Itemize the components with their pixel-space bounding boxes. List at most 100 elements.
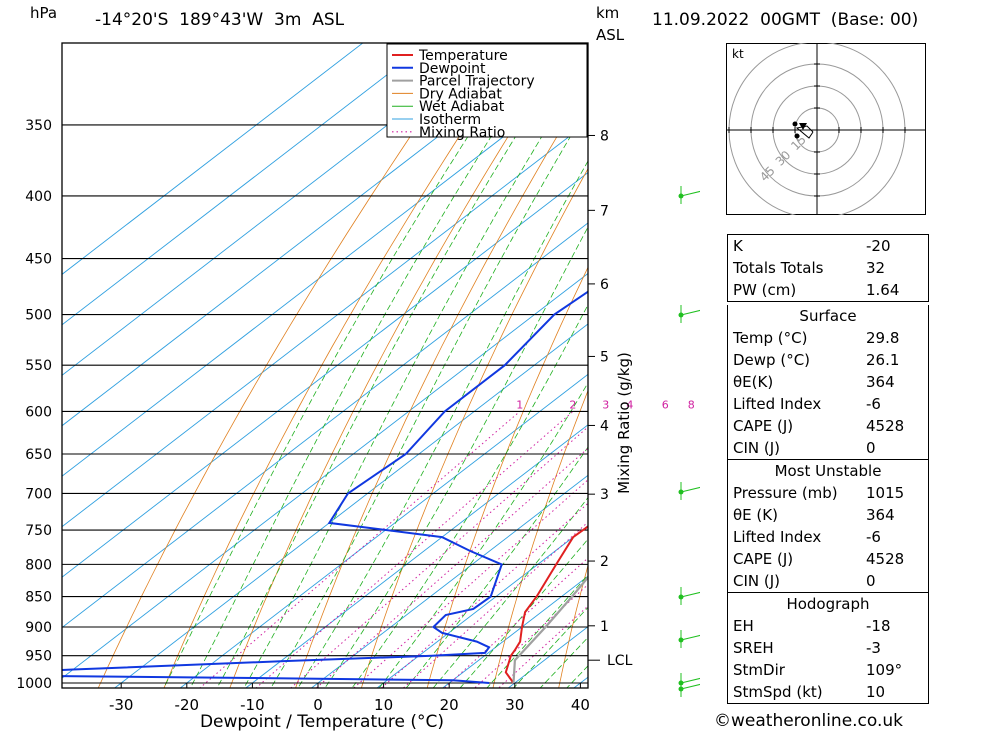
pressure-tick-label: 900 — [25, 620, 52, 636]
table-section-title: Hodograph — [786, 595, 870, 613]
pressure-tick-label: 1000 — [16, 676, 52, 692]
stat-label: Totals Totals — [733, 259, 824, 277]
wind-barbs — [678, 186, 700, 697]
wind-dot — [678, 594, 684, 600]
hodograph-trace — [795, 125, 814, 139]
wind-dot — [678, 489, 684, 495]
x-tick-label: 20 — [440, 696, 459, 714]
isotherm-line — [62, 272, 588, 679]
wind-barb — [680, 190, 700, 197]
lcl-label: LCL — [607, 653, 633, 669]
pressure-unit-label: hPa — [30, 4, 58, 22]
stat-label: Lifted Index — [733, 528, 822, 546]
isotherm-line — [62, 43, 364, 275]
mixing-ratio-line — [255, 411, 574, 688]
stat-row: Pressure (mb) 1015 — [728, 482, 928, 504]
copyright-footer: ©weatheronline.co.uk — [714, 711, 904, 731]
wet-adiabat-line — [189, 43, 552, 688]
stat-label: Dewp (°C) — [733, 351, 811, 369]
wet-adiabat-line — [297, 160, 588, 688]
hodograph-table: Hodograph EH -18 SREH -3 StmDir 109° StmSpd (kt… — [727, 593, 929, 704]
km-tick-label: 7 — [600, 203, 609, 219]
mixing-ratio-line — [443, 557, 588, 688]
legend-entry: Isotherm — [419, 112, 481, 128]
mixing-ratio-tick-label: 8 — [688, 398, 695, 411]
stat-row: Totals Totals 32 — [728, 257, 928, 279]
x-tick-label: -10 — [240, 696, 265, 714]
x-tick-label: -30 — [109, 696, 134, 714]
dry-adiabat-line — [688, 6, 700, 709]
dry-adiabat-line — [229, 43, 568, 688]
wind-barb — [680, 486, 700, 493]
stat-value: -6 — [866, 528, 881, 546]
km-tick-label: 2 — [600, 554, 609, 570]
stat-label: EH — [733, 617, 754, 635]
mixing-ratio-line — [315, 447, 588, 688]
pressure-tick-label: 700 — [25, 486, 52, 502]
pressure-tick-label: 950 — [25, 649, 52, 665]
series-parcel-trajectory — [512, 575, 588, 684]
wet-adiabat-line — [243, 60, 588, 688]
axes: 3504004505005506006507007508008509009501… — [16, 118, 632, 714]
series-temperature — [504, 525, 588, 684]
stat-label: CIN (J) — [733, 572, 781, 590]
isotherm-line — [245, 424, 588, 688]
stat-row: StmDir 109° — [728, 659, 928, 681]
stat-row: K -20 — [728, 235, 928, 257]
stat-value: 4528 — [866, 550, 905, 568]
surface-table: Surface Temp (°C) 29.8 Dewp (°C) 26.1 θE(K) 36… — [727, 305, 929, 460]
isotherm-line — [62, 171, 588, 578]
isotherm-line — [62, 121, 588, 528]
stat-row: CIN (J) 0 — [728, 437, 928, 459]
dry-adiabat-line — [492, 389, 588, 688]
wind-dot — [678, 312, 684, 318]
mixing-ratio-line — [380, 502, 588, 688]
isobars — [62, 124, 588, 684]
km-tick-label: 6 — [600, 277, 609, 293]
stat-label: Lifted Index — [733, 395, 822, 413]
wind-dot — [678, 686, 684, 692]
stat-value: 109° — [866, 661, 903, 679]
wet-adiabat-line — [270, 106, 588, 688]
stat-row: Lifted Index -6 — [728, 393, 928, 415]
mixing-ratio-line — [402, 521, 588, 688]
pressure-tick-label: 550 — [25, 358, 52, 374]
mixing-ratio-tick-label: 4 — [626, 398, 633, 411]
indices-table: K -20 Totals Totals 32 PW (cm) 1.64 — [727, 234, 929, 302]
x-tick-label: 10 — [374, 696, 393, 714]
wind-barb — [680, 591, 700, 598]
dry-adiabat-line — [97, 43, 475, 688]
km-label: km — [596, 4, 620, 22]
mixing-ratio-line — [473, 583, 588, 688]
mixing-ratio-line — [290, 426, 588, 688]
stat-value: 364 — [866, 506, 895, 524]
pressure-tick-label: 800 — [25, 557, 52, 573]
x-tick-label: 30 — [505, 696, 524, 714]
legend-entry: Parcel Trajectory — [419, 74, 535, 90]
isotherm-line — [310, 474, 588, 688]
x-tick-label: -20 — [175, 696, 200, 714]
mixing-ratio-tick-label: 1 — [516, 398, 523, 411]
dry-adiabat-line — [360, 167, 588, 688]
legend-box — [386, 43, 588, 138]
stat-value: 1015 — [866, 484, 905, 502]
stat-label: CIN (J) — [733, 439, 781, 457]
stat-label: CAPE (J) — [733, 550, 794, 568]
stat-value: 29.8 — [866, 329, 900, 347]
series-dewpoint — [62, 290, 588, 684]
stat-label: StmDir — [733, 661, 785, 679]
isotherm-line — [441, 575, 588, 688]
stat-value: -3 — [866, 639, 881, 657]
stat-row: θE(K) 364 — [728, 371, 928, 393]
dry-adiabat-line — [426, 266, 588, 688]
wind-barb — [680, 677, 700, 684]
stat-value: 10 — [866, 683, 886, 701]
km-tick-label: 5 — [600, 349, 609, 365]
dry-adiabat-line — [163, 43, 522, 688]
km-tick-label: 4 — [600, 418, 609, 434]
legend-entry: Dry Adiabat — [419, 86, 502, 102]
stat-row: SREH -3 — [728, 637, 928, 659]
location-title: -14°20'S 189°43'W 3m ASL — [95, 10, 345, 30]
hodograph-frame — [726, 43, 926, 215]
legend-entry: Mixing Ratio — [419, 125, 505, 141]
